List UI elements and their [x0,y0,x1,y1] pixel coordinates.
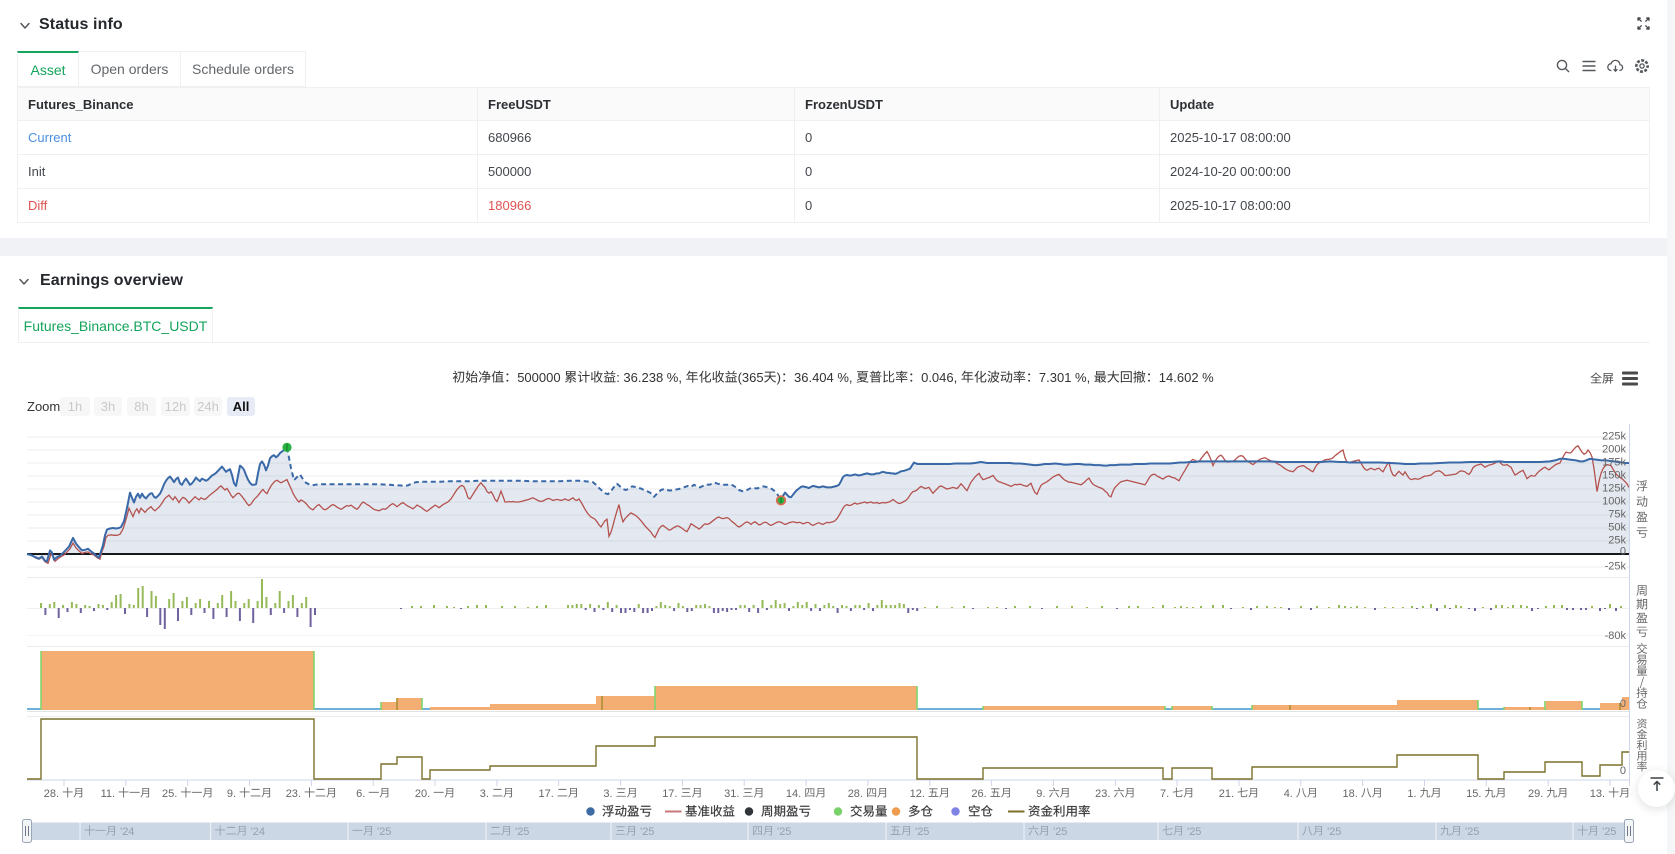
svg-text:75k: 75k [1608,509,1626,521]
svg-text:'24: '24 [251,826,265,838]
svg-text:7.: 7. [1160,788,1169,800]
svg-text:13.: 13. [1590,788,1605,800]
svg-text:7.301 %,: 7.301 %, [1039,370,1090,385]
svg-text:'24: '24 [120,826,134,838]
svg-text:8h: 8h [134,399,148,414]
svg-text:'25: '25 [515,826,529,838]
svg-text:12.: 12. [910,788,925,800]
svg-text:0: 0 [1620,698,1626,710]
svg-text:'25: '25 [777,826,791,838]
svg-text:12h: 12h [165,399,187,414]
svg-text:3h: 3h [101,399,115,414]
svg-text:50k: 50k [1608,522,1626,534]
svg-text:'25: '25 [1187,826,1201,838]
svg-text:17.: 17. [662,788,677,800]
svg-text:23.: 23. [1095,788,1110,800]
svg-text:23.: 23. [286,788,301,800]
svg-text:28.: 28. [848,788,863,800]
svg-text:14.: 14. [786,788,801,800]
svg-text:4.: 4. [1284,788,1293,800]
svg-text:25k: 25k [1608,535,1626,547]
svg-text:11.: 11. [101,788,115,800]
svg-text:Zoom: Zoom [27,399,60,414]
svg-text:225k: 225k [1602,431,1626,443]
svg-text:500000: 500000 [517,370,560,385]
svg-text:200k: 200k [1602,444,1626,456]
svg-text:-25k: -25k [1605,561,1627,573]
svg-text:100k: 100k [1602,496,1626,508]
svg-text:'25: '25 [1327,826,1341,838]
svg-text:9.: 9. [1036,788,1045,800]
svg-text:125k: 125k [1602,483,1626,495]
svg-text:'25: '25 [1465,826,1479,838]
svg-text:36.404 %,: 36.404 %, [794,370,853,385]
svg-text:1h: 1h [68,399,82,414]
svg-text:28.: 28. [44,788,59,800]
svg-text:25.: 25. [162,788,177,800]
svg-text:29.: 29. [1528,788,1543,800]
svg-text:26.: 26. [971,788,986,800]
svg-text:15.: 15. [1466,788,1481,800]
svg-text:'25: '25 [915,826,929,838]
svg-text:-80k: -80k [1605,630,1627,642]
svg-text:17.: 17. [539,788,554,800]
svg-text:'25: '25 [1053,826,1067,838]
svg-text:All: All [233,399,250,414]
svg-text:20.: 20. [415,788,430,800]
svg-text:'25: '25 [1602,826,1616,838]
svg-text:3.: 3. [603,788,612,800]
svg-text:): ) [777,370,781,385]
svg-text:3.: 3. [480,788,489,800]
svg-text:18.: 18. [1343,788,1358,800]
svg-text:14.602 %: 14.602 % [1159,370,1214,385]
svg-text:(365: (365 [738,370,764,385]
svg-text:21.: 21. [1219,788,1234,800]
svg-text:9.: 9. [227,788,236,800]
svg-text:1.: 1. [1407,788,1416,800]
svg-text:0: 0 [1620,546,1626,558]
svg-text:175k: 175k [1602,457,1626,469]
svg-text:'25: '25 [377,826,391,838]
svg-text:'25: '25 [640,826,654,838]
svg-text:24h: 24h [197,399,219,414]
svg-text:31.: 31. [724,788,739,800]
svg-text:6.: 6. [356,788,365,800]
svg-text:0: 0 [1620,765,1626,777]
svg-text:150k: 150k [1602,470,1626,482]
svg-text:0.046,: 0.046, [921,370,957,385]
svg-text:: 36.238 %,: : 36.238 %, [616,370,682,385]
